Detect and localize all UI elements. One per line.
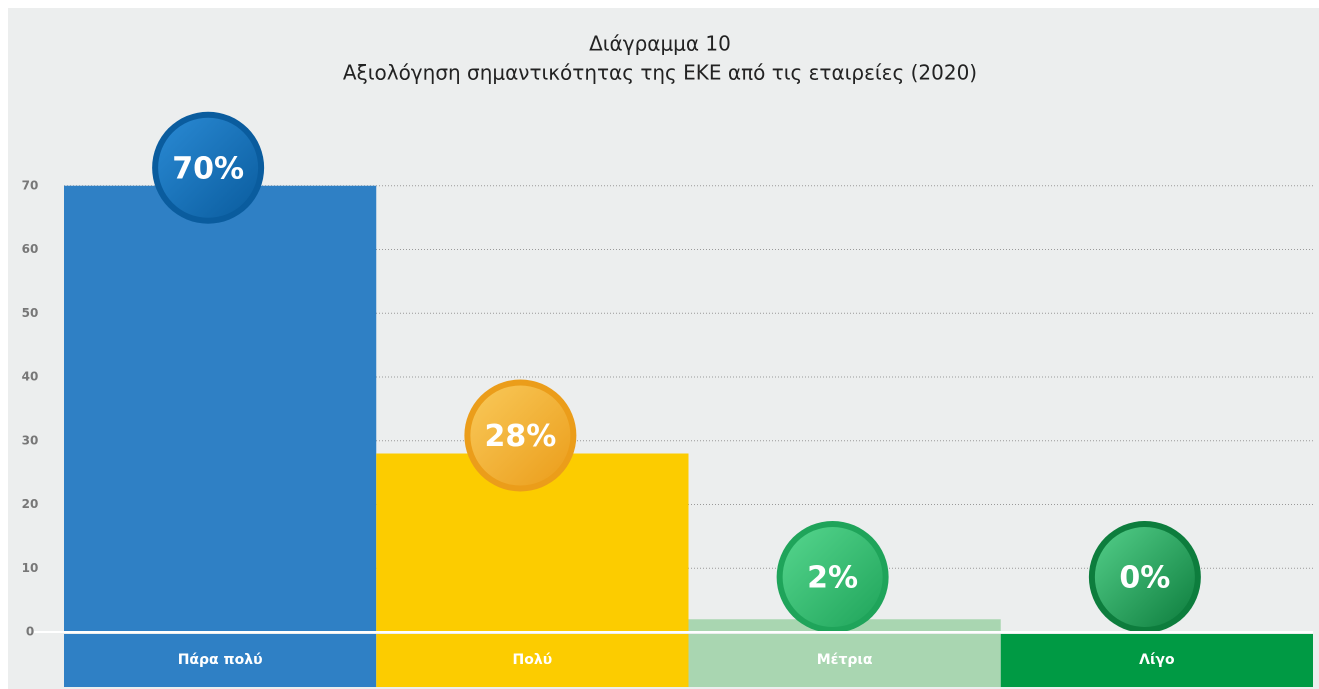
x-tick-label: Πάρα πολύ <box>178 652 263 668</box>
x-tick-label: Λίγο <box>1139 652 1175 668</box>
x-tick-label: Μέτρια <box>817 652 873 668</box>
value-label: 2% <box>807 561 858 596</box>
y-tick-label: 70 <box>22 178 39 192</box>
y-tick-label: 20 <box>22 497 39 511</box>
chart-subtitle: Αξιολόγηση σημαντικότητας της ΕΚΕ από τι… <box>343 61 977 85</box>
category-strip <box>688 634 1001 687</box>
category-strip <box>64 634 377 687</box>
y-tick-label: 10 <box>22 561 39 575</box>
x-tick-label: Πολύ <box>513 652 553 668</box>
y-tick-label: 50 <box>22 306 39 320</box>
category-strip <box>376 634 689 687</box>
y-tick-label: 0 <box>26 625 34 639</box>
y-tick-label: 40 <box>22 370 39 384</box>
value-badge <box>158 117 259 218</box>
value-badge <box>782 527 883 627</box>
chart-title: Διάγραμμα 10 <box>589 32 731 56</box>
value-badge <box>1094 527 1195 627</box>
y-tick-label: 30 <box>22 433 39 447</box>
value-badge <box>470 385 571 486</box>
value-label: 0% <box>1119 561 1170 596</box>
value-label: 70% <box>172 151 244 186</box>
bar <box>64 185 377 632</box>
y-tick-label: 60 <box>22 242 39 256</box>
category-strip <box>1000 634 1313 687</box>
value-label: 28% <box>484 419 556 454</box>
